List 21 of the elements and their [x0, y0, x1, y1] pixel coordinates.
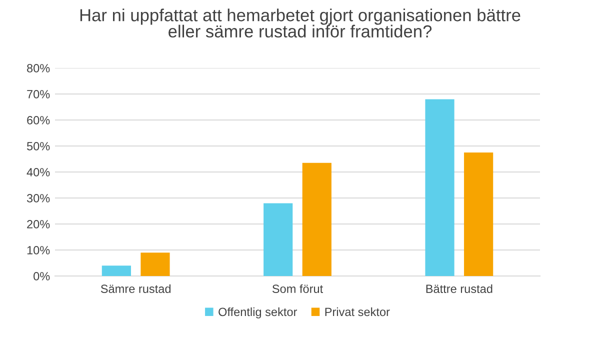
x-tick-label: Bättre rustad: [426, 284, 492, 294]
chart-title: Har ni uppfattat att hemarbetet gjort organisationen bättre eller sämre rustad inför framtiden?: [80, 8, 520, 38]
bar: [302, 162, 332, 276]
bar: [464, 152, 494, 276]
bar: [264, 203, 293, 276]
y-tick-label: 20%: [27, 220, 50, 228]
bar: [140, 252, 170, 276]
bar: [102, 266, 131, 276]
y-tick-label: 30%: [26, 194, 50, 202]
y-tick-label: 50%: [26, 142, 50, 150]
y-tick-label: 70%: [27, 90, 50, 98]
x-tick-label: Sämre rustad: [100, 284, 171, 294]
legend-label: Offentlig sektor: [218, 307, 298, 318]
y-tick-label: 10%: [27, 246, 50, 254]
y-tick-label: 80%: [27, 64, 50, 72]
y-tick-label: 60%: [27, 116, 50, 124]
bar: [425, 99, 454, 276]
legend-label: Privat sektor: [325, 307, 390, 316]
y-tick-label: 40%: [26, 168, 50, 176]
y-tick-label: 0%: [34, 272, 50, 280]
x-tick-label: Som förut: [272, 284, 324, 294]
